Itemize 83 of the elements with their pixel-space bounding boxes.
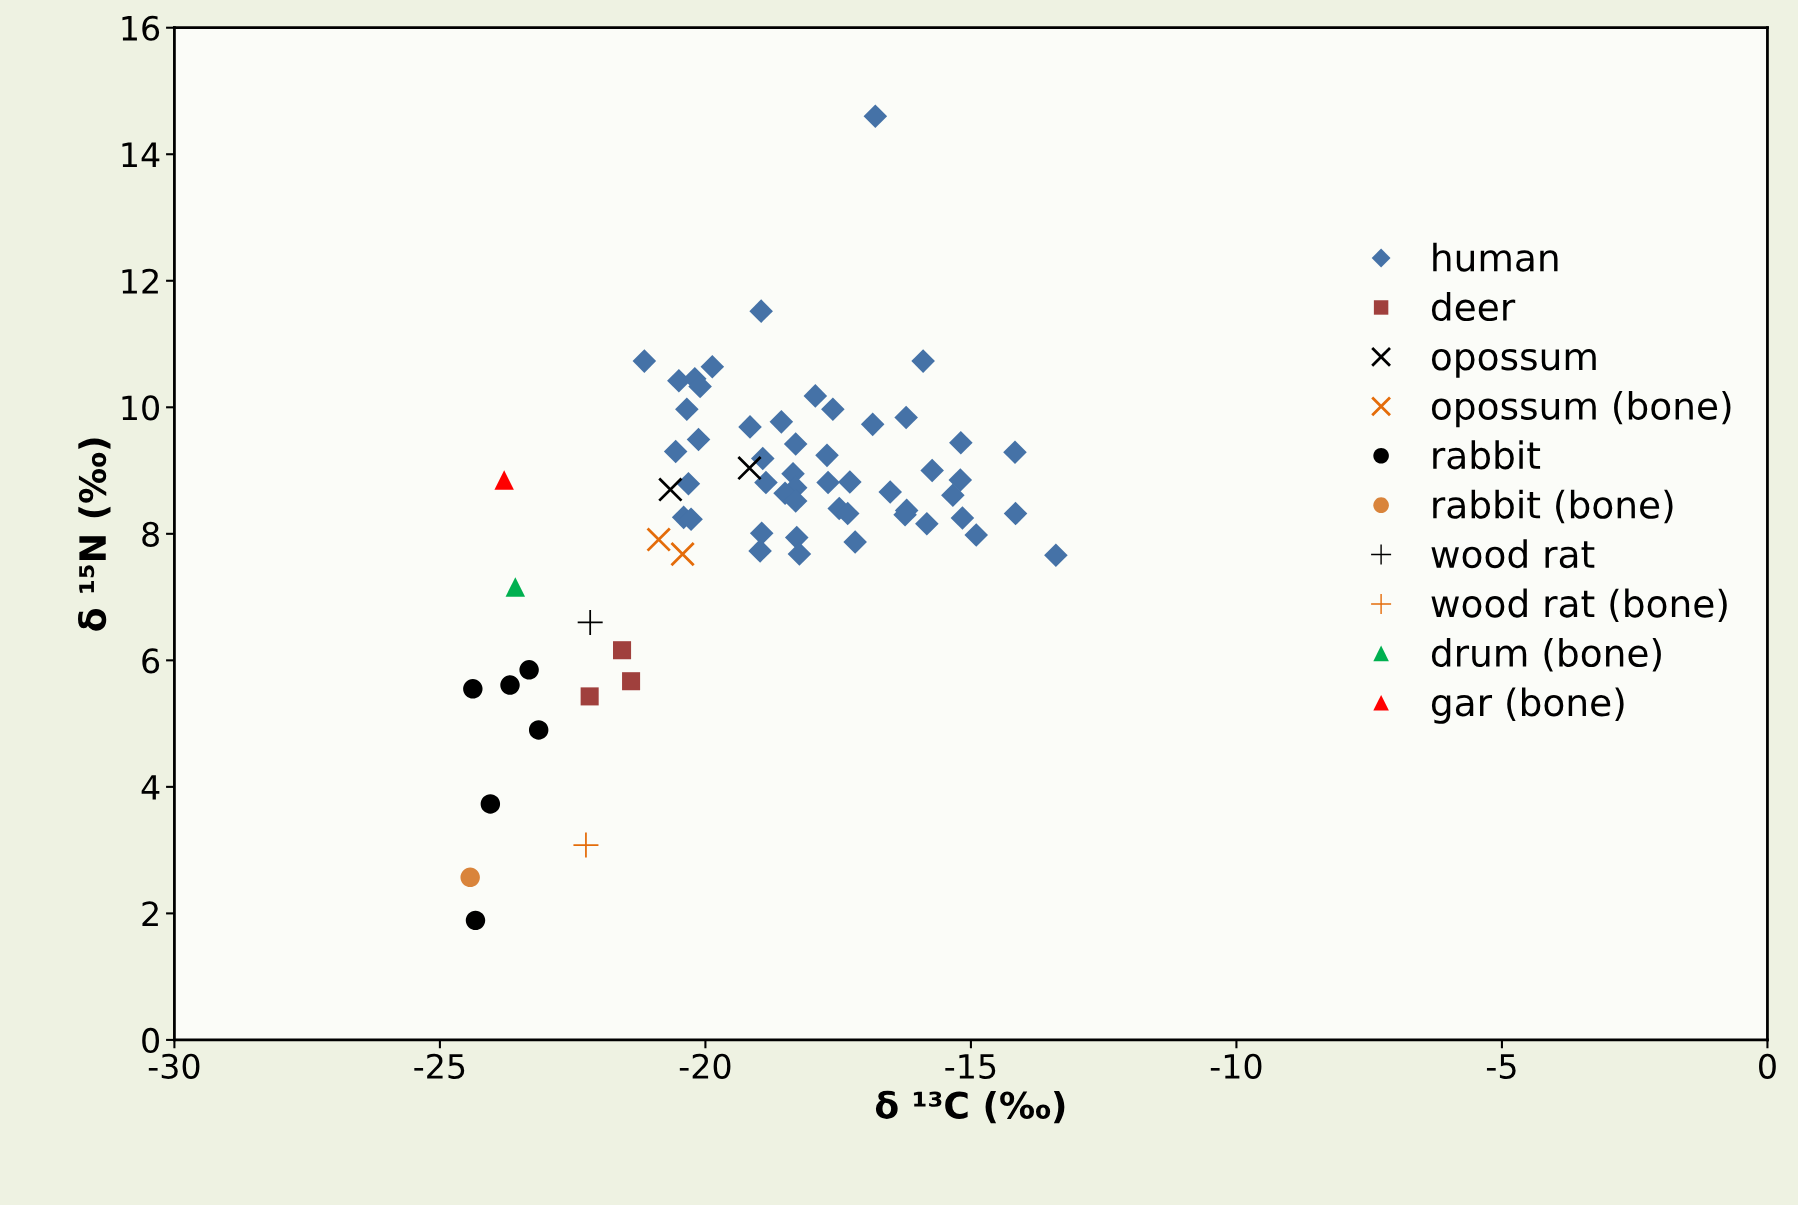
x-tick-label: -15 [945, 1054, 996, 1079]
point [505, 577, 526, 597]
point [894, 405, 918, 430]
point [843, 530, 867, 554]
point [860, 412, 885, 437]
point [787, 542, 812, 566]
point [494, 470, 514, 490]
legend-label: human [1433, 242, 1558, 272]
x-axis-title: δ ¹³C (‰) [875, 1090, 1065, 1124]
point [815, 443, 839, 468]
point [769, 410, 794, 434]
point [915, 511, 939, 536]
point [667, 368, 691, 393]
point [950, 506, 975, 530]
point [480, 794, 501, 814]
y-tick-label: 16 [122, 15, 160, 41]
x-tick-label: -30 [148, 1053, 200, 1079]
y-tick-label: 0 [142, 1027, 159, 1054]
y-tick-label: 12 [122, 268, 158, 294]
point [736, 455, 762, 481]
point [1003, 501, 1028, 526]
legend-label: opossum [1431, 349, 1596, 378]
point [803, 384, 828, 408]
point [838, 470, 862, 494]
point [632, 349, 657, 373]
point [663, 439, 688, 464]
point [646, 527, 672, 553]
point [738, 415, 762, 439]
legend-label: drum (bone) [1431, 638, 1661, 672]
point [675, 397, 699, 421]
legend-label: deer [1431, 292, 1516, 322]
point [573, 832, 599, 858]
legend-label: rabbit [1433, 440, 1541, 470]
legend-label: opossum (bone) [1431, 390, 1731, 428]
point [911, 349, 935, 373]
point [1003, 440, 1027, 464]
x-tick-label: -10 [1210, 1053, 1262, 1079]
point [749, 299, 773, 323]
legend-label: rabbit (bone) [1433, 489, 1673, 524]
point [964, 523, 989, 547]
point [465, 910, 486, 931]
y-tick-label: 10 [122, 395, 159, 421]
y-tick-label: 4 [141, 775, 160, 800]
point [657, 477, 683, 503]
point [500, 675, 520, 695]
x-tick-label: -20 [679, 1053, 731, 1079]
point [948, 468, 973, 492]
point [784, 525, 809, 550]
point [821, 397, 845, 421]
point [676, 472, 701, 496]
legend-label: wood rat (bone) [1431, 588, 1727, 623]
point [920, 458, 944, 483]
point [878, 480, 902, 504]
point [750, 446, 775, 471]
point [816, 470, 840, 495]
x-tick-label: 0 [1759, 1053, 1776, 1079]
point [580, 687, 599, 706]
point [941, 483, 965, 508]
y-tick-label: 14 [122, 142, 160, 167]
point [528, 720, 549, 740]
point [754, 470, 778, 495]
legend-label: gar (bone) [1431, 687, 1624, 724]
point [749, 521, 774, 545]
point [949, 430, 973, 455]
point [613, 641, 632, 660]
point [670, 541, 696, 567]
point [519, 660, 539, 680]
point [460, 867, 480, 888]
y-tick-label: 2 [142, 901, 158, 927]
x-tick-label: -5 [1486, 1054, 1516, 1079]
point [863, 104, 888, 129]
point [463, 679, 483, 699]
point [686, 427, 711, 452]
y-tick-label: 6 [142, 648, 160, 674]
point [700, 355, 725, 379]
legend-label: wood rat [1431, 539, 1595, 569]
point [748, 539, 772, 563]
x-tick-label: -25 [414, 1053, 465, 1079]
point [622, 672, 641, 691]
y-axis-title: δ ¹⁵N (‰) [78, 438, 111, 631]
point [783, 432, 808, 456]
y-tick-label: 8 [142, 521, 159, 547]
point [1044, 543, 1068, 568]
